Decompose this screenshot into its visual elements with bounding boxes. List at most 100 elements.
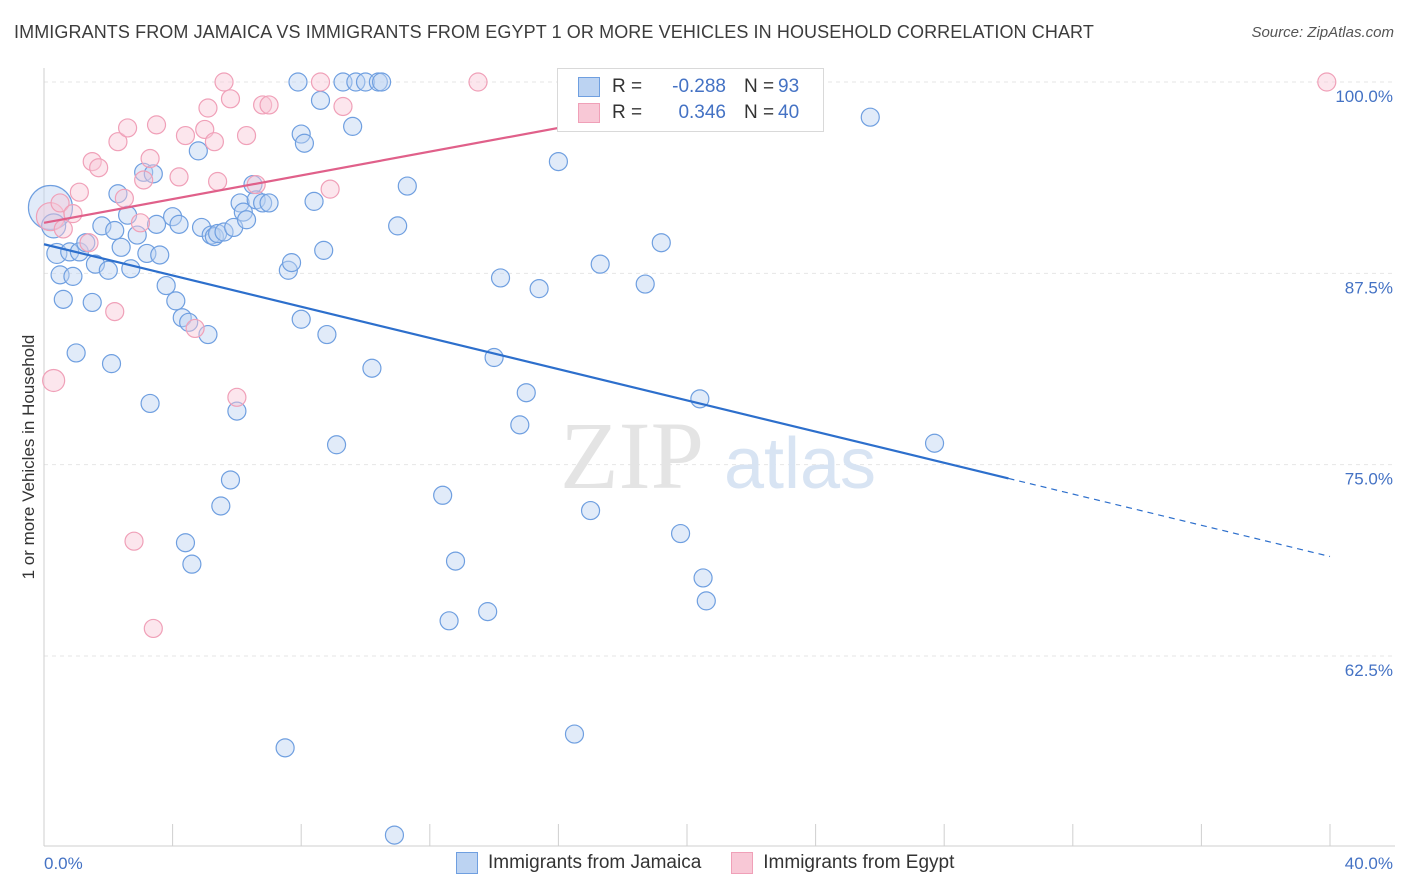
point-egypt [140,148,160,169]
point-jamaica [156,275,176,296]
point-jamaica [143,164,163,184]
point-egypt [50,193,70,213]
trend-line-jamaica-extension [1008,477,1331,558]
point-jamaica [259,193,279,213]
point-egypt [105,302,125,322]
point-egypt [198,98,218,118]
point-jamaica [146,214,167,234]
point-jamaica [166,291,186,311]
r-value: -0.288 [672,76,726,97]
point-jamaica [696,591,716,611]
series-egypt [35,72,1337,639]
point-jamaica [529,279,549,299]
stats-row-egypt: R = 0.346 N = 40 [578,101,799,125]
point-jamaica [439,611,459,631]
point-jamaica [590,254,610,274]
point-jamaica [310,90,331,110]
point-jamaica [214,222,234,242]
point-jamaica [314,240,334,260]
point-jamaica [294,133,315,153]
point-jamaica [548,151,569,172]
point-jamaica [564,724,585,744]
point-egypt [108,132,128,152]
point-egypt [208,171,228,192]
point-egypt [175,125,196,146]
point-egypt [185,318,205,339]
stats-legend: R = -0.288 N = 93 R = 0.346 N = 40 [557,68,824,132]
point-egypt [1317,72,1337,92]
point-jamaica [384,825,405,845]
point-jamaica [346,72,366,92]
watermark-zip: ZIP [560,402,704,509]
point-egypt [79,233,99,253]
point-jamaica [253,193,273,213]
y-tick-label: 62.5% [1345,661,1393,680]
point-egypt [89,158,109,178]
legend-swatch-egypt [731,852,754,874]
point-egypt [204,132,224,152]
y-tick-labels: 62.5% 75.0% 87.5% 100.0% [1335,87,1393,680]
point-jamaica [516,383,536,403]
y-axis-title: 1 or more Vehicles in Household [19,335,38,580]
point-jamaica [82,292,102,313]
point-jamaica [150,245,170,265]
point-jamaica [111,237,131,257]
point-jamaica [211,496,231,516]
point-egypt [114,188,134,208]
point-egypt [320,179,340,199]
point-jamaica [101,354,122,374]
point-egypt [259,95,279,115]
axes [43,68,1395,847]
legend-item-jamaica[interactable]: Immigrants from Jamaica [456,852,701,874]
point-jamaica [388,216,408,236]
point-jamaica [510,415,530,435]
point-jamaica [291,309,311,329]
point-egypt [227,387,247,407]
point-jamaica [651,233,671,253]
legend-item-egypt[interactable]: Immigrants from Egypt [731,852,954,874]
grid-lines [44,81,1395,657]
point-jamaica [860,107,880,127]
point-jamaica [317,324,337,345]
point-jamaica [635,274,655,294]
point-egypt [468,72,488,92]
r-label: R = [612,76,643,97]
point-egypt [124,531,144,551]
r-label: R = [612,102,643,123]
r-value: 0.346 [678,102,726,123]
point-jamaica [63,266,83,286]
point-jamaica [188,141,208,161]
x-tick-labels: 0.0% 40.0% [44,854,1393,873]
point-jamaica [304,191,324,211]
point-egypt [117,118,138,138]
point-egypt [220,89,241,109]
point-egypt [214,72,234,92]
point-jamaica [140,393,160,414]
chart-title: IMMIGRANTS FROM JAMAICA VS IMMIGRANTS FR… [14,22,1094,42]
point-jamaica [127,225,147,245]
point-egypt [42,368,66,393]
point-jamaica [275,738,295,758]
point-jamaica [182,554,202,574]
point-egypt [69,182,89,202]
point-jamaica [371,72,392,92]
point-jamaica [288,72,308,92]
point-egypt [134,170,154,190]
point-egypt [63,204,83,224]
point-jamaica [98,260,118,280]
y-tick-label: 87.5% [1345,278,1393,297]
swatch-egypt [578,103,600,123]
legend-label-jamaica: Immigrants from Jamaica [488,852,702,873]
point-jamaica [92,216,112,236]
point-egypt [169,167,189,187]
swatch-jamaica [578,77,600,97]
point-jamaica [66,343,86,363]
x-tick-label: 40.0% [1345,854,1393,873]
point-jamaica [433,485,453,505]
series-legend: Immigrants from Jamaica Immigrants from … [456,852,984,874]
point-jamaica [362,358,382,378]
point-jamaica [281,253,302,273]
point-jamaica [397,176,417,196]
point-jamaica [670,523,691,544]
n-value: 93 [778,76,800,97]
